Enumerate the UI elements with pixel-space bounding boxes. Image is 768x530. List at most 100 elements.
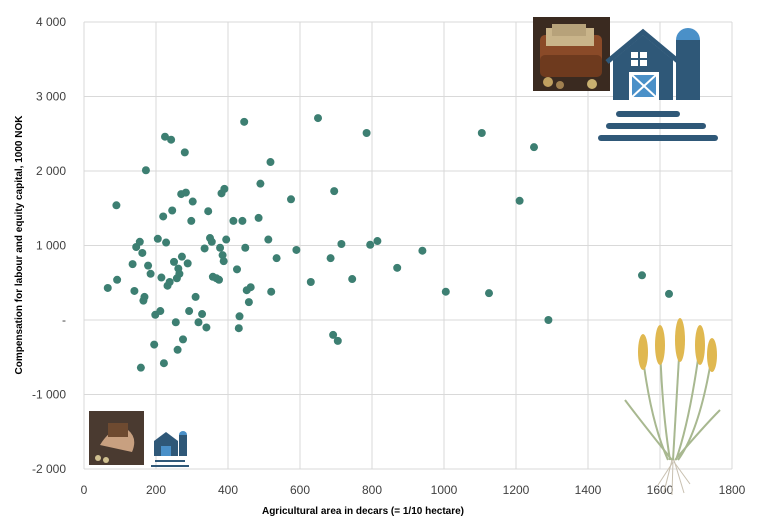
data-point xyxy=(234,324,243,333)
data-point xyxy=(219,257,228,266)
data-point xyxy=(159,212,168,221)
wallet-photo-icon xyxy=(533,17,610,91)
data-point xyxy=(330,187,339,196)
y-tick-label: -1 000 xyxy=(32,388,66,402)
y-tick-label: -2 000 xyxy=(32,462,66,476)
data-point xyxy=(140,292,149,301)
data-point xyxy=(179,335,187,344)
data-point xyxy=(202,323,211,332)
data-point xyxy=(544,316,553,324)
data-point xyxy=(256,179,265,188)
y-tick-label: 3 000 xyxy=(36,90,66,104)
data-point xyxy=(167,135,176,144)
data-point xyxy=(153,234,162,243)
data-point xyxy=(130,286,139,295)
y-axis-title: Compensation for labour and equity capit… xyxy=(14,115,25,375)
data-point xyxy=(337,240,346,249)
data-point xyxy=(183,259,192,268)
data-point xyxy=(266,158,275,167)
data-point xyxy=(326,254,335,263)
x-tick-label: 400 xyxy=(218,483,238,497)
data-point xyxy=(229,216,238,225)
x-axis-ticks: 0 200 400 600 800 1000 1200 1400 1600 1800 xyxy=(81,483,746,497)
data-point xyxy=(292,245,301,254)
data-point xyxy=(477,129,486,138)
data-point xyxy=(264,235,273,244)
data-point xyxy=(218,251,227,260)
data-point xyxy=(135,237,144,246)
y-tick-label: - xyxy=(62,313,66,327)
data-point xyxy=(188,197,197,206)
x-tick-label: 600 xyxy=(290,483,310,497)
data-point xyxy=(441,287,450,296)
farm-barn-icon xyxy=(598,28,718,141)
y-tick-label: 1 000 xyxy=(36,239,66,253)
data-point xyxy=(165,278,174,287)
data-point xyxy=(238,216,247,225)
data-point xyxy=(173,345,182,354)
small-farm-barn-icon xyxy=(151,431,189,467)
data-point xyxy=(215,275,223,284)
data-point xyxy=(177,252,186,261)
data-point xyxy=(136,363,145,372)
data-point xyxy=(244,298,253,307)
data-point xyxy=(665,289,673,298)
data-point xyxy=(157,273,166,282)
data-point xyxy=(159,359,168,368)
data-point xyxy=(171,318,180,327)
data-point xyxy=(418,246,427,255)
data-point xyxy=(272,254,281,263)
data-point xyxy=(485,289,493,298)
y-tick-label: 4 000 xyxy=(36,15,66,29)
data-point xyxy=(141,166,150,175)
data-point xyxy=(362,129,371,138)
data-point xyxy=(235,312,244,321)
data-point xyxy=(168,206,177,215)
data-point xyxy=(530,143,538,152)
data-point xyxy=(254,213,263,222)
data-point xyxy=(204,207,213,216)
data-point xyxy=(233,265,241,274)
x-tick-label: 1000 xyxy=(431,483,458,497)
data-point xyxy=(191,292,200,301)
data-point xyxy=(128,260,137,269)
x-tick-label: 0 xyxy=(81,483,88,497)
data-point xyxy=(267,287,276,296)
data-point xyxy=(220,184,229,193)
x-tick-label: 1800 xyxy=(719,483,746,497)
data-point xyxy=(240,117,249,126)
data-point xyxy=(144,261,153,270)
data-point xyxy=(241,243,250,252)
wheat-plant-icon xyxy=(624,318,721,496)
data-point xyxy=(175,269,184,278)
data-point xyxy=(112,201,121,210)
data-point xyxy=(162,238,171,247)
data-point xyxy=(156,307,165,316)
data-point xyxy=(287,195,295,204)
data-point xyxy=(103,283,112,292)
data-point xyxy=(150,340,159,349)
data-point xyxy=(180,148,189,157)
data-point xyxy=(314,114,322,123)
x-tick-label: 200 xyxy=(146,483,166,497)
data-point xyxy=(181,188,190,197)
data-points xyxy=(103,114,673,372)
data-point xyxy=(222,235,231,244)
data-point xyxy=(515,196,524,205)
data-point xyxy=(373,237,382,246)
data-point xyxy=(170,257,178,266)
data-point xyxy=(198,310,207,319)
hands-coins-photo-icon xyxy=(89,411,144,465)
data-point xyxy=(366,240,375,249)
data-point xyxy=(185,307,194,316)
data-point xyxy=(161,132,169,141)
gridlines xyxy=(83,21,733,470)
data-point xyxy=(216,243,225,252)
data-point xyxy=(138,248,147,257)
data-point xyxy=(306,278,315,287)
x-tick-label: 1600 xyxy=(647,483,674,497)
x-axis-title: Agricultural area in decars (= 1/10 hect… xyxy=(262,506,464,517)
data-point xyxy=(329,330,338,339)
